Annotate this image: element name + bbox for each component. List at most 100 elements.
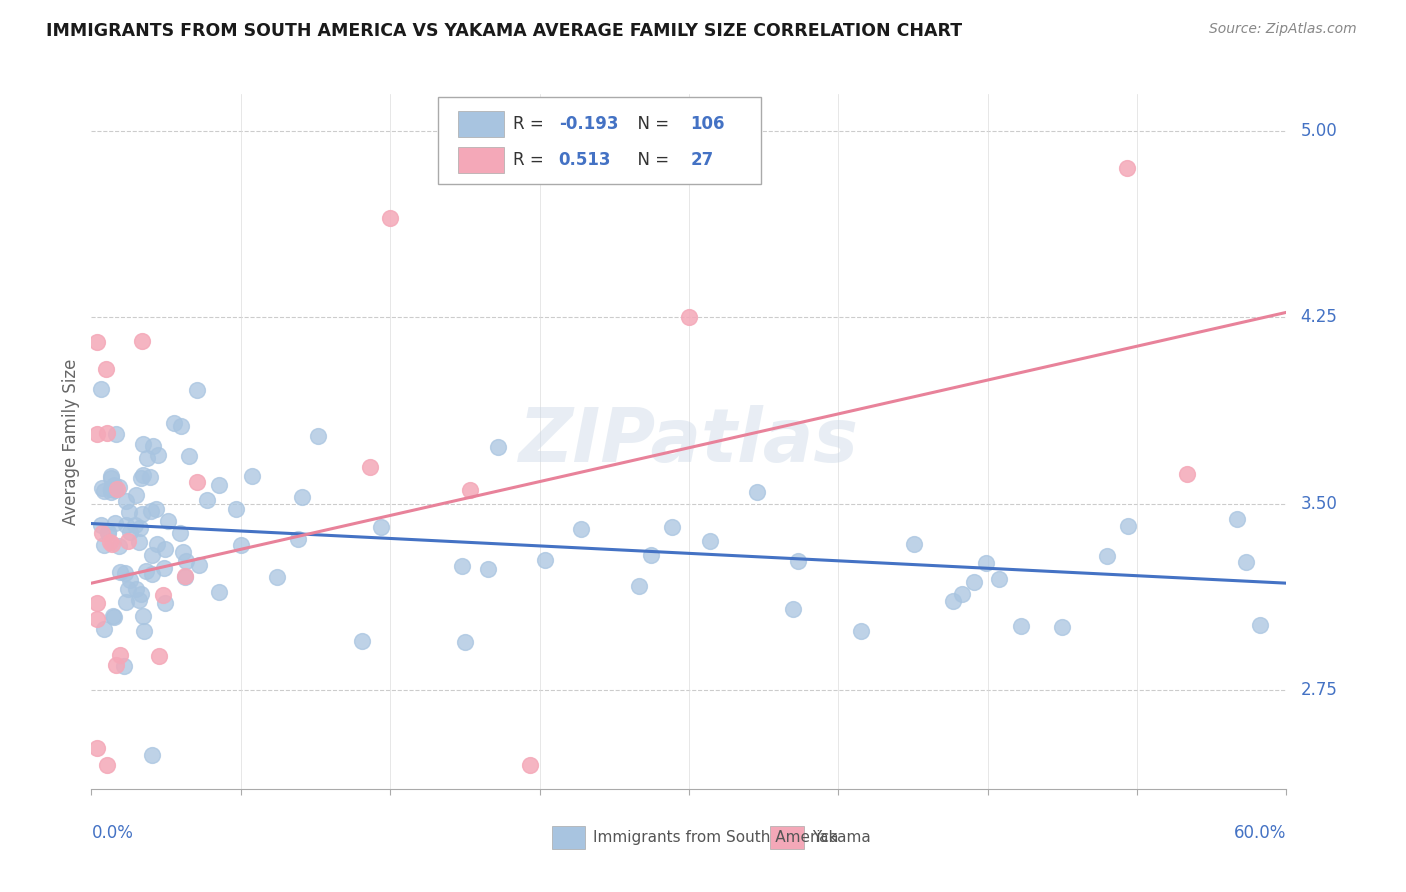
Point <box>141 548 163 562</box>
Point <box>94 362 117 376</box>
Point <box>782 602 804 616</box>
Point <box>107 539 129 553</box>
Point <box>533 552 555 566</box>
Point <box>103 610 125 624</box>
Point <box>93 538 115 552</box>
Point <box>152 588 174 602</box>
Point <box>208 585 231 599</box>
Point <box>125 488 148 502</box>
Point <box>157 514 180 528</box>
Point <box>118 504 141 518</box>
Point <box>1095 549 1118 563</box>
Text: 0.513: 0.513 <box>558 152 612 169</box>
Point <box>96 425 118 440</box>
Point <box>352 634 374 648</box>
Point <box>115 493 138 508</box>
Point <box>231 537 253 551</box>
Point <box>96 757 118 772</box>
Text: ZIPatlas: ZIPatlas <box>519 405 859 478</box>
Text: 3.50: 3.50 <box>1301 495 1337 513</box>
Y-axis label: Average Family Size: Average Family Size <box>62 359 80 524</box>
Point <box>145 502 167 516</box>
Point <box>1010 618 1032 632</box>
Point <box>134 624 156 639</box>
Point <box>1234 555 1257 569</box>
Point <box>107 480 129 494</box>
Point <box>627 579 650 593</box>
Point <box>1116 519 1139 533</box>
Point <box>569 522 592 536</box>
Point <box>141 747 163 762</box>
Point <box>125 582 148 596</box>
Text: -0.193: -0.193 <box>558 115 619 134</box>
Point <box>91 482 114 496</box>
Point <box>105 483 128 497</box>
Point <box>195 493 218 508</box>
Text: Yakama: Yakama <box>813 830 870 845</box>
Point <box>976 556 998 570</box>
Point <box>132 609 155 624</box>
Point <box>100 484 122 499</box>
Point <box>98 534 121 549</box>
Point <box>124 517 146 532</box>
Point <box>173 568 195 582</box>
Point <box>103 516 125 530</box>
Point <box>86 427 108 442</box>
Point <box>661 519 683 533</box>
Point <box>120 524 142 539</box>
Point <box>97 525 120 540</box>
Point <box>131 468 153 483</box>
FancyBboxPatch shape <box>458 146 503 173</box>
Text: 60.0%: 60.0% <box>1234 824 1286 842</box>
Point <box>101 537 124 551</box>
Point <box>142 439 165 453</box>
Point <box>1116 161 1139 176</box>
Point <box>115 517 138 532</box>
Point <box>903 536 925 550</box>
Point <box>458 483 481 497</box>
Point <box>849 624 872 638</box>
Point <box>678 310 700 324</box>
Point <box>131 334 153 348</box>
Point <box>148 649 170 664</box>
Point <box>118 573 141 587</box>
Point <box>86 612 108 626</box>
Point <box>117 534 139 549</box>
Point <box>290 490 312 504</box>
Text: Immigrants from South America: Immigrants from South America <box>593 830 839 845</box>
Text: N =: N = <box>627 115 673 134</box>
Point <box>86 740 108 755</box>
FancyBboxPatch shape <box>770 826 804 848</box>
Point <box>378 211 402 225</box>
Point <box>950 587 973 601</box>
Point <box>101 609 124 624</box>
Text: Source: ZipAtlas.com: Source: ZipAtlas.com <box>1209 22 1357 37</box>
Point <box>104 483 127 498</box>
Point <box>103 478 125 492</box>
Point <box>90 517 112 532</box>
Point <box>93 483 115 498</box>
Point <box>486 440 509 454</box>
Point <box>186 383 208 397</box>
Point <box>174 554 197 568</box>
Point <box>136 451 159 466</box>
Point <box>129 521 152 535</box>
Point <box>115 595 138 609</box>
Point <box>131 507 153 521</box>
Point <box>179 449 201 463</box>
Point <box>86 334 108 349</box>
Point <box>135 565 157 579</box>
Point <box>108 566 131 580</box>
FancyBboxPatch shape <box>551 826 585 848</box>
Point <box>108 648 131 662</box>
Point <box>100 471 122 485</box>
Point <box>100 482 122 496</box>
Point <box>173 570 195 584</box>
Point <box>240 469 263 483</box>
Point <box>86 596 108 610</box>
Point <box>477 562 499 576</box>
Point <box>104 426 127 441</box>
Point <box>114 566 136 581</box>
Point <box>139 470 162 484</box>
Point <box>132 437 155 451</box>
